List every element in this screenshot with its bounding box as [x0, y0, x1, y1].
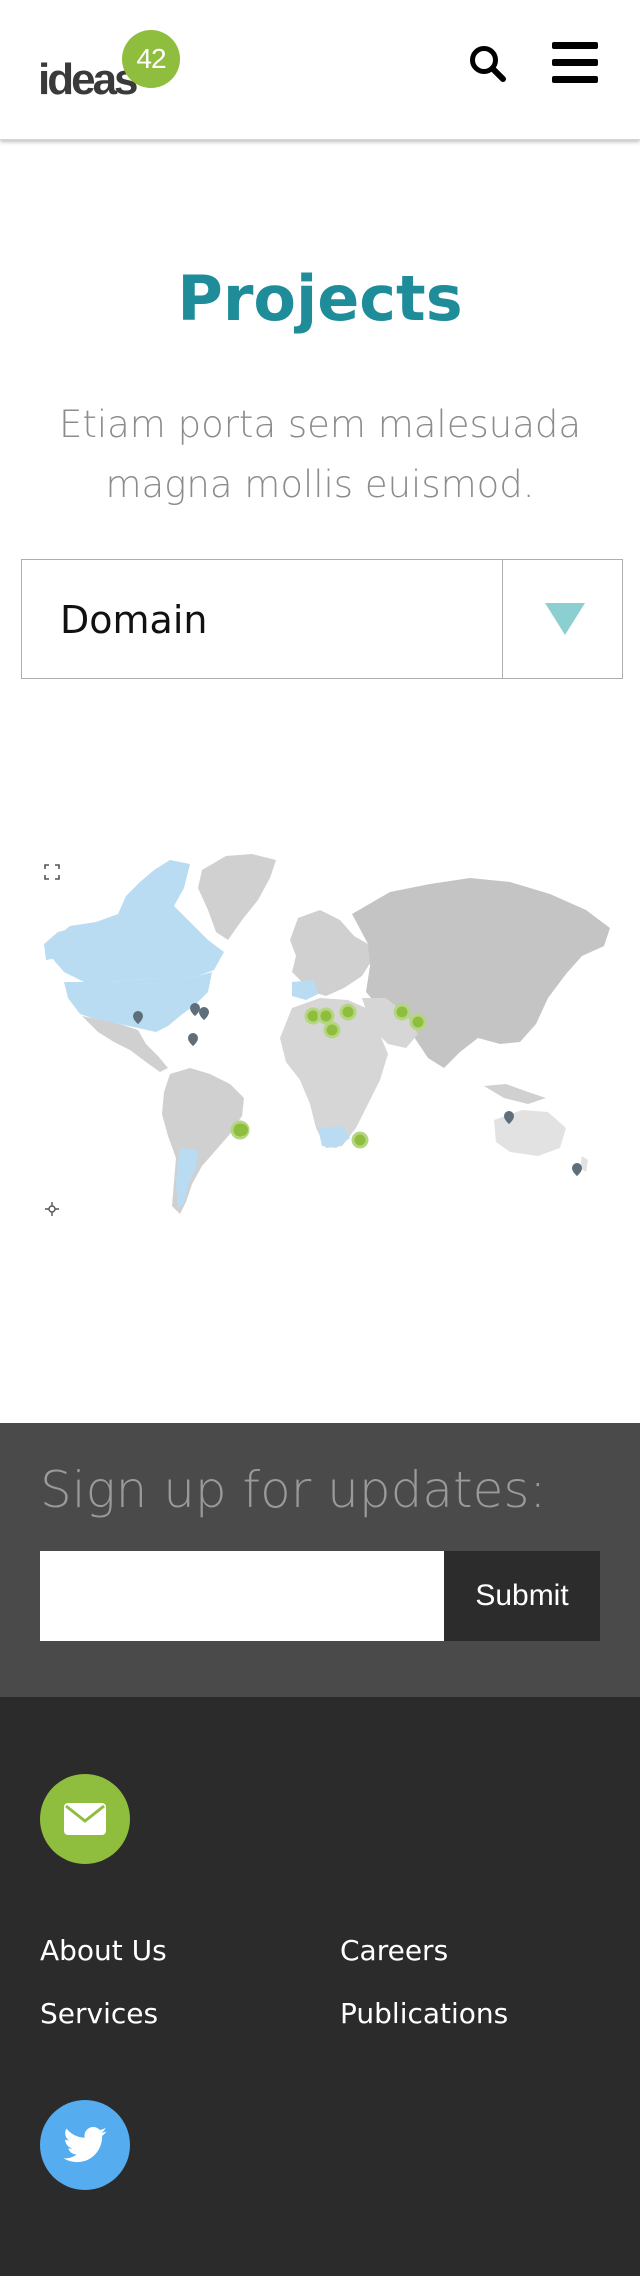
envelope-icon	[64, 1803, 106, 1835]
map-marker-italy[interactable]	[323, 1021, 341, 1039]
map-pin-icon[interactable]	[199, 1007, 209, 1020]
menu-bar-icon	[552, 76, 598, 83]
map-region-greenland[interactable]	[198, 854, 276, 940]
site-header: ideas 42	[0, 0, 640, 140]
map-pin-icon[interactable]	[504, 1111, 514, 1124]
map-region-south-africa[interactable]	[318, 1126, 350, 1148]
map-region-africa[interactable]	[280, 998, 388, 1148]
menu-bar-icon	[552, 59, 598, 66]
ideas42-logo[interactable]: ideas 42	[38, 28, 188, 103]
map-fullscreen-button[interactable]	[40, 860, 64, 884]
map-pin-icon[interactable]	[190, 1003, 200, 1016]
map-marker-russia[interactable]	[409, 1013, 427, 1031]
map-region-australia[interactable]	[494, 1110, 566, 1156]
map-region-usa[interactable]	[64, 972, 212, 1032]
map-pin-icon[interactable]	[133, 1011, 143, 1024]
map-region-argentina[interactable]	[176, 1148, 198, 1208]
domain-select[interactable]: Domain	[21, 559, 623, 679]
domain-select-value: Domain	[60, 598, 208, 642]
footer-link-careers[interactable]: Careers	[340, 1934, 449, 1967]
footer-link-about-us[interactable]: About Us	[40, 1934, 167, 1967]
projects-world-map[interactable]	[30, 848, 615, 1228]
site-footer: About Us Careers Services Publications	[0, 1697, 640, 2276]
map-marker-netherlands[interactable]	[317, 1007, 335, 1025]
twitter-button[interactable]	[40, 2100, 130, 2190]
map-region-alaska[interactable]	[44, 928, 74, 960]
map-region-spain[interactable]	[292, 980, 318, 1000]
map-region-south-america[interactable]	[162, 1068, 244, 1214]
map-pin-markers	[133, 1003, 582, 1176]
hamburger-menu-button[interactable]	[552, 42, 598, 84]
signup-heading: Sign up for updates:	[40, 1461, 547, 1519]
twitter-icon	[63, 2127, 107, 2163]
menu-bar-icon	[552, 42, 598, 49]
map-region-europe[interactable]	[290, 910, 372, 996]
map-region-canada[interactable]	[50, 860, 224, 982]
signup-submit-button[interactable]: Submit	[444, 1551, 600, 1641]
signup-email-input[interactable]	[40, 1551, 444, 1641]
map-recenter-button[interactable]	[40, 1197, 64, 1221]
email-contact-button[interactable]	[40, 1774, 130, 1864]
map-marker-brazil[interactable]	[236, 1124, 248, 1136]
map-pin-icon[interactable]	[572, 1163, 582, 1176]
logo-text: ideas	[38, 55, 139, 104]
map-region-mexico[interactable]	[82, 1016, 168, 1072]
footer-link-services[interactable]: Services	[40, 1997, 159, 2030]
map-marker-south-africa[interactable]	[351, 1131, 369, 1149]
crosshair-icon	[45, 1202, 59, 1216]
triangle-down-icon	[545, 603, 585, 635]
map-marker-germany[interactable]	[339, 1003, 357, 1021]
page-title: Projects	[177, 262, 463, 335]
map-region-indonesia[interactable]	[484, 1084, 546, 1104]
page-subtitle: Etiam porta sem malesuada magna mollis e…	[58, 403, 582, 506]
footer-link-publications[interactable]: Publications	[340, 1997, 509, 2030]
map-marker-ukraine[interactable]	[393, 1003, 411, 1021]
map-green-markers	[230, 1003, 427, 1149]
map-region-middle-east[interactable]	[362, 998, 418, 1048]
expand-icon	[44, 864, 60, 880]
search-icon	[470, 46, 506, 82]
signup-section: Sign up for updates: ribug Submit	[0, 1423, 640, 1697]
domain-select-toggle[interactable]	[502, 560, 623, 678]
map-pin-icon[interactable]	[188, 1033, 198, 1046]
search-button[interactable]	[468, 44, 508, 84]
logo-badge: 42	[122, 30, 180, 88]
